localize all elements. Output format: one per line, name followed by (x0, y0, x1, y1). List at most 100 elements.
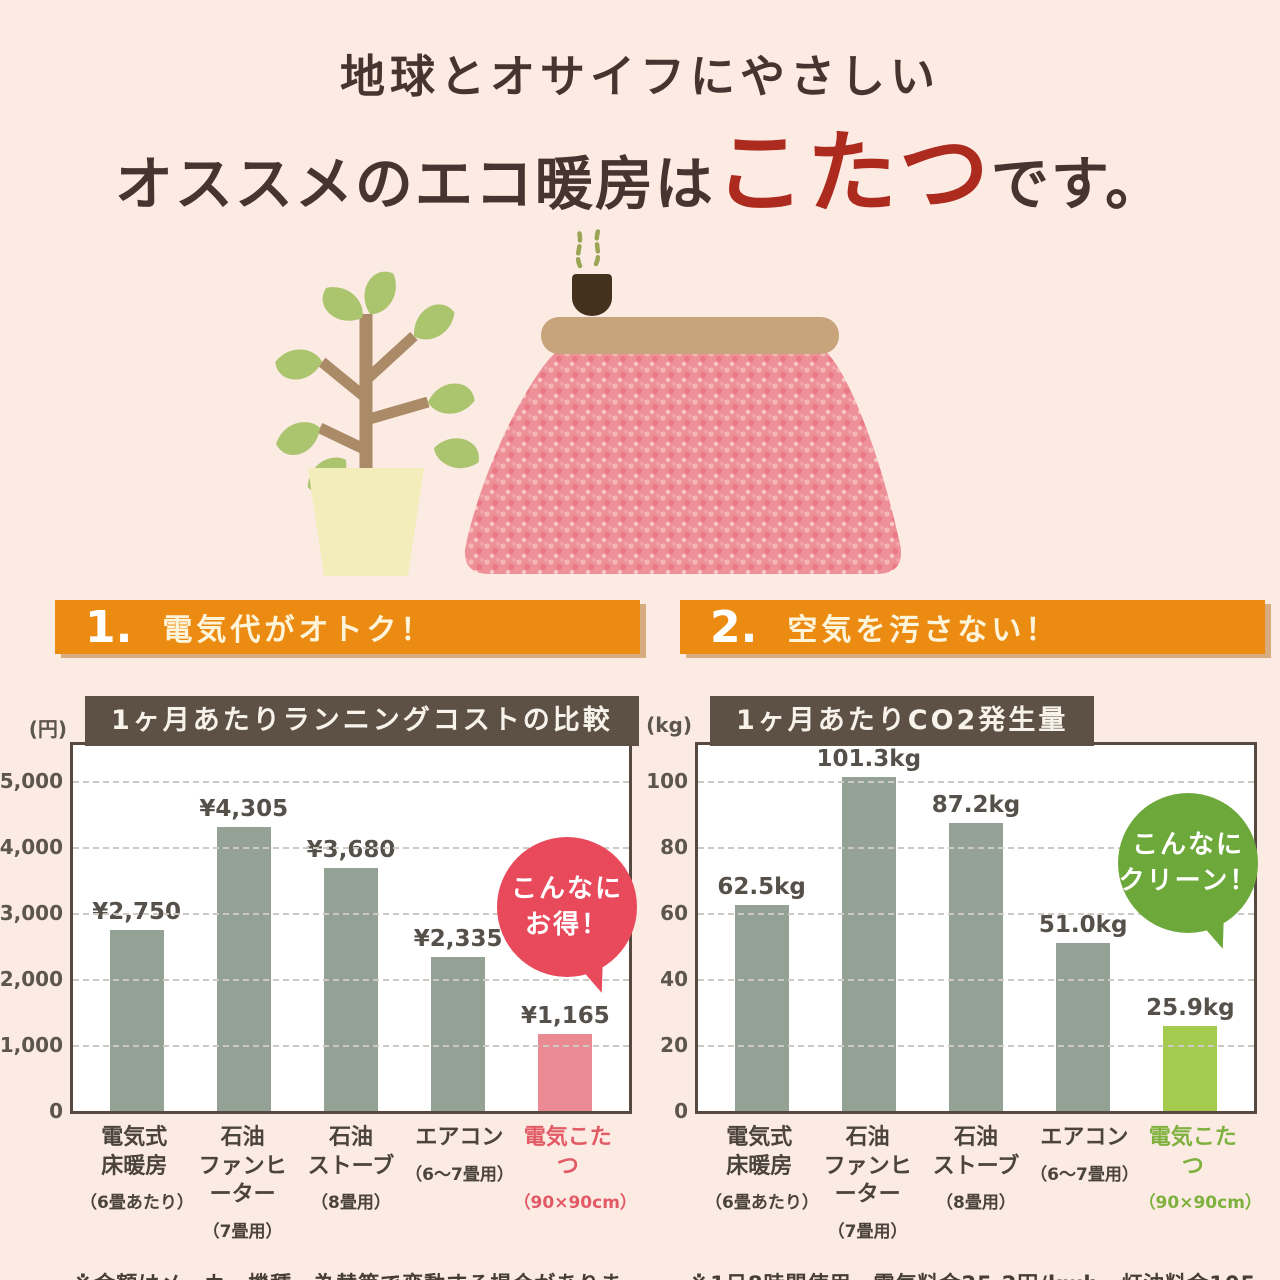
category-name: 石油 ストーブ (307, 1125, 395, 1179)
gridline (73, 781, 629, 783)
y-axis-tick-label: 5,000 (0, 769, 63, 793)
column-co2: 2. 空気を汚さない！ 1ヶ月あたりCO2発生量 (kg) 62.5kg 101.… (646, 600, 1265, 1280)
bar-fill (216, 826, 271, 1111)
y-axis-unit-label: (円) (28, 717, 67, 741)
bars-container: 62.5kg 101.3kg 87.2kg 51.0kg 25.9kg (698, 745, 1254, 1111)
category-label: エアコン （6～7畳用） (405, 1124, 514, 1242)
category-name: 石油 ファンヒーター (823, 1125, 912, 1208)
y-axis-tick-label: 0 (49, 1099, 63, 1123)
hero-line2-prefix: オススメのエコ暖房は (114, 150, 715, 218)
kotatsu-illustration (228, 222, 920, 584)
bar: ¥3,680 (307, 837, 395, 1111)
bar-fill (109, 929, 164, 1111)
potted-plant-icon (272, 264, 486, 576)
hero-line2-suffix: です。 (990, 150, 1166, 218)
category-note: （8畳用） (311, 1193, 391, 1214)
y-axis-tick-label: 2,000 (0, 967, 63, 991)
footnote-cost: ※金額はメーカー機種・為替等で変動する場合があります。 (55, 1268, 640, 1280)
plot-area: (円) ¥2,750 ¥4,305 ¥3,680 ¥2,335 ¥1,165 こんなに … (0, 717, 637, 1123)
clean-callout-bubble: こんなに クリーン！ (1118, 793, 1258, 953)
bubble-line2: クリーン！ (1118, 866, 1258, 896)
hero-line2-accent-kotatsu: こたつ (714, 120, 991, 226)
y-axis-tick-label: 100 (646, 769, 688, 793)
bar-fill (1163, 1025, 1218, 1111)
bars-container: ¥2,750 ¥4,305 ¥3,680 ¥2,335 ¥1,165 (73, 745, 629, 1111)
section-1-header: 1. 電気代がオトク！ (55, 600, 640, 654)
category-note: （90×90cm） (1138, 1193, 1262, 1214)
category-name: エアコン (415, 1125, 504, 1150)
category-note: （6畳あたり） (705, 1193, 819, 1214)
category-name: 電気式 床暖房 (101, 1125, 168, 1179)
footnote-co2-line1: ※1日8時間使用。電気料金25.2円/kwh・灯油料金105円/L (689, 1272, 1256, 1280)
column-running-cost: 1. 電気代がオトク！ 1ヶ月あたりランニングコストの比較 (円) ¥2,750… (0, 600, 640, 1280)
category-name: 石油 ストーブ (932, 1125, 1020, 1179)
category-label: 石油 ストーブ （8畳用） (297, 1124, 405, 1242)
co2-bar-chart: 1ヶ月あたりCO2発生量 (kg) 62.5kg 101.3kg 87.2kg 51.… (646, 696, 1265, 1242)
hero-line1: 地球とオサイフにやさしい (339, 50, 940, 103)
category-label: エアコン （6～7畳用） (1030, 1124, 1139, 1242)
bar-fill (734, 904, 789, 1111)
category-name: エアコン (1040, 1125, 1129, 1150)
category-note: （8畳用） (936, 1193, 1016, 1214)
bar: 51.0kg (1039, 912, 1127, 1111)
comparison-sections: 1. 電気代がオトク！ 1ヶ月あたりランニングコストの比較 (円) ¥2,750… (0, 600, 1280, 1280)
category-note: （6畳あたり） (80, 1193, 194, 1214)
savings-callout-bubble: こんなに お得！ (497, 837, 637, 997)
y-axis-tick-label: 0 (674, 1099, 688, 1123)
teapot-icon (572, 274, 612, 316)
category-note: （7畳用） (827, 1221, 908, 1242)
gridline (73, 847, 629, 849)
category-label: 電気こたつ （90×90cm） (513, 1124, 637, 1242)
category-note: （6～7畳用） (405, 1164, 514, 1185)
running-cost-bar-chart: 1ヶ月あたりランニングコストの比較 (円) ¥2,750 ¥4,305 ¥3,680… (0, 696, 640, 1242)
category-note: （90×90cm） (513, 1193, 637, 1214)
category-note: （6～7畳用） (1030, 1164, 1139, 1185)
bar-fill (841, 776, 896, 1111)
bar-fill (323, 868, 378, 1111)
plot-area: (kg) 62.5kg 101.3kg 87.2kg 51.0kg 25.9kg こんな… (646, 713, 1258, 1123)
bar-value-label: 62.5kg (717, 873, 806, 900)
x-axis-categories: 電気式 床暖房 （6畳あたり） 石油 ファンヒーター （7畳用） 石油 ストーブ （8畳用… (695, 1124, 1262, 1242)
gridline (698, 1045, 1254, 1047)
y-axis-tick-label: 60 (660, 901, 688, 925)
kotatsu-icon (465, 223, 901, 574)
bubble-line1: こんなに (510, 873, 623, 904)
chart-title-running-cost: 1ヶ月あたりランニングコストの比較 (85, 696, 639, 746)
gridline (73, 913, 629, 915)
gridline (698, 979, 1254, 981)
category-name: 電気こたつ (1148, 1125, 1237, 1179)
bar-fill (948, 823, 1003, 1111)
bar-value-label: 51.0kg (1038, 911, 1128, 938)
section-2-number: 2. (710, 601, 758, 653)
section-2-label: 空気を汚さない！ (787, 613, 1060, 648)
category-name: 電気式 床暖房 (726, 1125, 793, 1179)
bar-value-label: 101.3kg (816, 745, 922, 772)
category-label: 電気こたつ （90×90cm） (1138, 1124, 1262, 1242)
x-axis-categories: 電気式 床暖房 （6畳あたり） 石油 ファンヒーター （7畳用） 石油 ストーブ （8畳用… (70, 1124, 637, 1242)
bar-value-label: ¥2,750 (92, 898, 181, 925)
category-name: 石油 ファンヒーター (198, 1125, 287, 1208)
bar: 101.3kg (817, 746, 921, 1111)
category-note: （7畳用） (202, 1221, 283, 1242)
bar-value-label: 87.2kg (931, 792, 1021, 819)
category-name: 電気こたつ (523, 1125, 612, 1179)
bar-value-label: ¥4,305 (199, 795, 289, 822)
y-axis-tick-label: 4,000 (0, 835, 63, 859)
bar: ¥2,750 (92, 899, 181, 1111)
bar-fill (431, 956, 486, 1111)
bar-fill (1056, 942, 1111, 1111)
y-axis-tick-label: 20 (660, 1033, 688, 1057)
hero-line2: オススメのエコ暖房はこたつです。 (0, 117, 1280, 230)
gridline (698, 913, 1254, 915)
bar-value-label: ¥1,165 (520, 1003, 610, 1030)
y-axis-tick-label: 3,000 (0, 901, 63, 925)
category-label: 石油 ファンヒーター （7畳用） (188, 1124, 296, 1242)
bar-value-label: ¥3,680 (306, 837, 396, 864)
bar: 87.2kg (932, 792, 1020, 1111)
chart-title-co2: 1ヶ月あたりCO2発生量 (710, 696, 1095, 746)
y-axis-tick-label: 40 (660, 967, 688, 991)
bar-value-label: ¥2,335 (413, 925, 503, 952)
y-axis-tick-label: 80 (660, 835, 688, 859)
y-axis-unit-label: (kg) (646, 713, 692, 737)
